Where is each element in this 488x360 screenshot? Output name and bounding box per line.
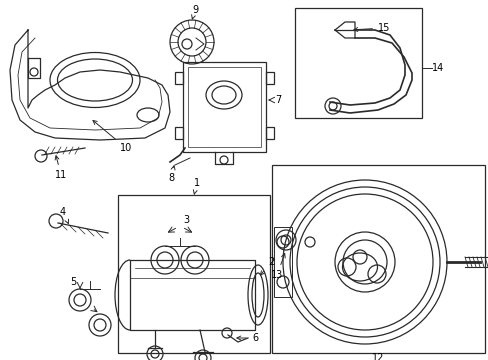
Bar xyxy=(265,72,273,84)
Text: 10: 10 xyxy=(93,121,132,153)
Text: 15: 15 xyxy=(353,23,389,33)
Text: 13: 13 xyxy=(270,254,285,280)
Text: 5: 5 xyxy=(70,277,76,287)
Bar xyxy=(187,67,261,147)
Bar xyxy=(175,127,183,139)
Bar xyxy=(183,62,265,152)
Text: 7: 7 xyxy=(274,95,281,105)
Text: 11: 11 xyxy=(55,156,67,180)
Text: 4: 4 xyxy=(60,207,68,224)
Bar xyxy=(271,165,484,353)
Text: 8: 8 xyxy=(168,166,175,183)
Text: 1: 1 xyxy=(193,178,200,194)
Text: 3: 3 xyxy=(183,215,189,225)
Bar xyxy=(273,227,291,297)
Bar xyxy=(265,127,273,139)
Text: 9: 9 xyxy=(191,5,198,19)
Bar xyxy=(294,8,421,118)
Text: 2: 2 xyxy=(260,257,274,275)
Text: 12: 12 xyxy=(371,353,384,360)
Text: 14: 14 xyxy=(431,63,443,73)
Bar xyxy=(118,195,269,353)
Text: 6: 6 xyxy=(236,333,258,343)
Bar xyxy=(175,72,183,84)
